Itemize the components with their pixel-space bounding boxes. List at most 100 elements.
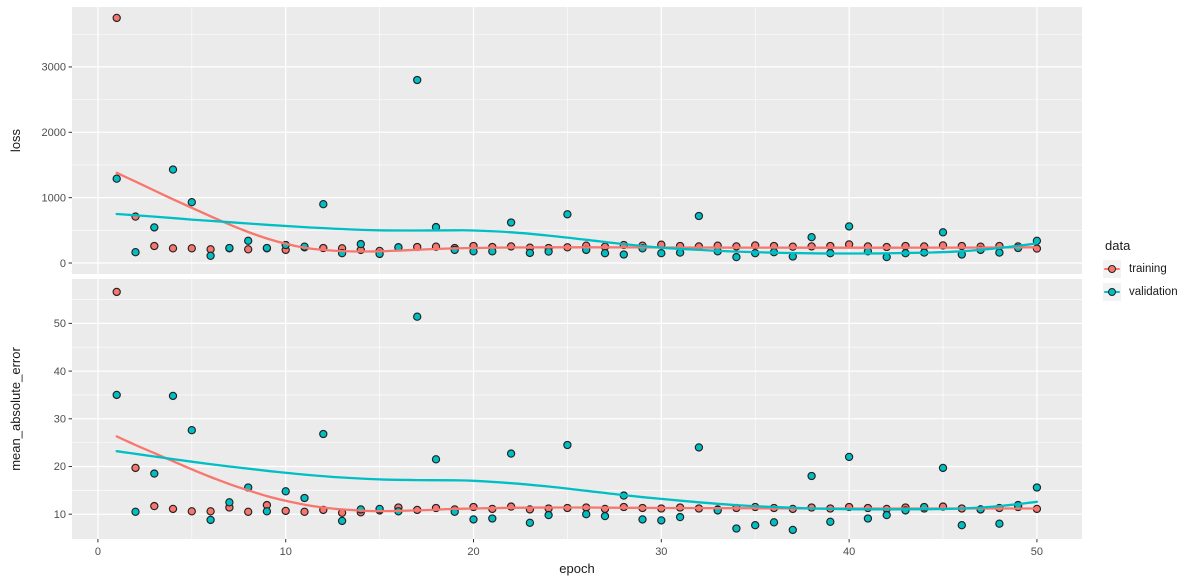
- y-tick-label: 2000: [42, 127, 66, 139]
- data-point-validation: [769, 518, 779, 527]
- x-tick-label: 20: [467, 546, 479, 558]
- legend-label-validation: validation: [1129, 286, 1178, 298]
- data-point-validation: [694, 211, 704, 221]
- data-point-validation: [262, 507, 272, 516]
- data-point-validation: [582, 510, 591, 519]
- data-point-validation: [863, 514, 873, 523]
- data-point-validation: [844, 452, 854, 462]
- data-point-validation: [938, 228, 948, 237]
- data-point-validation: [732, 524, 741, 533]
- data-point-validation: [694, 443, 704, 452]
- data-point-validation: [807, 233, 816, 242]
- data-point-validation: [112, 390, 121, 400]
- data-point-training: [187, 507, 196, 516]
- data-point-validation: [563, 440, 572, 450]
- smooth-line-validation: [115, 450, 1039, 511]
- data-point-validation: [168, 165, 178, 174]
- data-point-validation: [131, 507, 140, 516]
- data-point-training: [281, 506, 290, 516]
- x-tick-label: 40: [843, 546, 855, 558]
- data-point-validation: [544, 247, 553, 256]
- legend-entry-training: training: [1103, 260, 1178, 278]
- legend-key-training-icon: [1103, 260, 1121, 278]
- data-point-validation: [525, 248, 535, 258]
- data-point-validation: [206, 515, 215, 525]
- data-point-validation: [995, 519, 1004, 528]
- data-point-validation: [638, 515, 647, 524]
- smooth-line-training: [115, 171, 1039, 253]
- y-tick-label: 1000: [42, 192, 66, 204]
- data-point-validation: [882, 252, 891, 262]
- data-point-validation: [168, 391, 178, 401]
- y-tick-label: 20: [54, 461, 66, 473]
- smooth-line-training: [115, 435, 1039, 513]
- data-point-validation: [187, 426, 196, 435]
- y-axis-title-loss: loss: [8, 128, 23, 152]
- data-point-validation: [751, 521, 760, 530]
- x-tick-label: 10: [280, 546, 292, 558]
- data-point-training: [150, 241, 159, 251]
- data-point-training: [807, 242, 816, 251]
- data-point-validation: [600, 511, 610, 521]
- data-point-validation: [225, 498, 234, 507]
- data-point-validation: [657, 249, 666, 258]
- legend-title: data: [1105, 238, 1131, 253]
- data-point-validation: [225, 243, 234, 253]
- data-point-training: [112, 287, 121, 297]
- data-point-validation: [938, 463, 948, 473]
- y-tick-label: 30: [54, 414, 66, 426]
- y-axis-title-mean_absolute_error: mean_absolute_error: [8, 347, 23, 471]
- data-point-validation: [300, 493, 309, 503]
- data-point-training: [300, 507, 309, 516]
- data-point-validation: [262, 243, 272, 253]
- data-point-validation: [206, 251, 215, 260]
- legend: data training validation: [1103, 238, 1178, 306]
- data-point-training: [600, 504, 610, 514]
- data-point-validation: [506, 218, 516, 227]
- data-point-validation: [957, 521, 966, 530]
- data-point-validation: [319, 200, 328, 209]
- data-point-training: [187, 244, 196, 253]
- data-point-validation: [131, 248, 140, 257]
- data-point-training: [168, 244, 178, 253]
- data-point-validation: [506, 449, 516, 458]
- data-point-validation: [413, 75, 422, 85]
- data-point-validation: [281, 487, 290, 496]
- x-tick-label: 0: [95, 546, 101, 558]
- data-point-validation: [488, 514, 497, 523]
- data-point-validation: [544, 510, 553, 520]
- data-point-validation: [600, 249, 610, 258]
- x-tick-label: 30: [655, 546, 667, 558]
- data-point-training: [732, 242, 741, 251]
- x-axis-title: epoch: [559, 561, 594, 576]
- data-point-validation: [563, 210, 572, 219]
- data-point-validation: [619, 250, 628, 259]
- data-point-training: [150, 501, 159, 511]
- data-point-validation: [356, 239, 365, 249]
- panel-loss: [72, 7, 1082, 274]
- legend-label-training: training: [1129, 263, 1167, 275]
- data-point-validation: [187, 198, 196, 207]
- data-point-validation: [150, 223, 159, 232]
- data-point-validation: [525, 518, 535, 527]
- data-point-training: [206, 507, 215, 516]
- y-tick-label: 50: [54, 318, 66, 330]
- data-point-validation: [469, 515, 478, 524]
- legend-point-icon: [1107, 287, 1116, 296]
- data-point-validation: [844, 222, 854, 231]
- data-point-validation: [413, 312, 422, 321]
- data-point-training: [112, 13, 121, 23]
- legend-point-icon: [1107, 264, 1116, 273]
- data-point-validation: [807, 471, 816, 481]
- data-point-validation: [732, 252, 741, 262]
- y-tick-label: 10: [54, 509, 66, 521]
- data-point-training: [506, 502, 516, 511]
- data-point-validation: [431, 455, 441, 464]
- y-tick-label: 0: [60, 258, 66, 270]
- data-point-validation: [788, 525, 797, 535]
- data-point-validation: [244, 236, 253, 245]
- data-point-validation: [112, 174, 121, 183]
- panel-mean_absolute_error: [72, 279, 1082, 539]
